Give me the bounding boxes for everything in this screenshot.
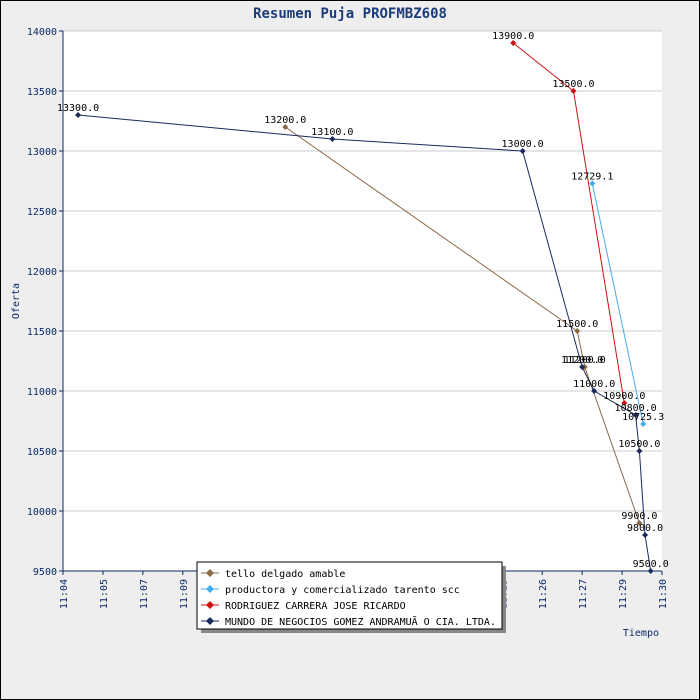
y-tick-label: 13500 <box>27 87 57 98</box>
data-label: 9500.0 <box>633 559 669 570</box>
legend-box <box>196 561 503 630</box>
y-tick-label: 14000 <box>27 27 57 38</box>
data-label: 13500.0 <box>552 79 594 90</box>
y-tick-label: 12000 <box>27 267 57 278</box>
series-line <box>285 126 640 524</box>
data-label: 11200.0 <box>564 355 606 366</box>
x-tick-label: 11:09 <box>179 579 190 609</box>
y-tick-label: 10000 <box>27 507 57 518</box>
data-label: 13900.0 <box>492 31 534 42</box>
data-label: 10900.0 <box>603 391 645 402</box>
x-tick-label: 11:29 <box>618 579 629 609</box>
legend-label: RODRIGUEZ CARRERA JOSE RICARDO <box>225 601 406 612</box>
y-tick-label: 12500 <box>27 207 57 218</box>
series-point <box>574 328 581 334</box>
data-label: 10725.3 <box>622 412 664 423</box>
x-tick-label: 11:27 <box>578 579 589 609</box>
series-point <box>75 112 82 118</box>
legend-swatch-marker <box>206 601 214 609</box>
data-label: 9800.0 <box>627 523 663 534</box>
legend-items: tello delgado amable productora y comerci… <box>201 569 496 628</box>
series-layer <box>75 40 654 574</box>
x-tick-label: 11:26 <box>538 579 549 609</box>
series-point <box>519 148 526 154</box>
series-point <box>636 520 643 526</box>
data-label: 13200.0 <box>264 115 306 126</box>
series-point <box>510 40 517 46</box>
legend-swatch-marker <box>206 569 214 577</box>
data-label-layer: 13200.0 11500.0 11200.0 9900.0 12729.1 10725.… <box>57 31 669 570</box>
data-label: 13100.0 <box>311 127 353 138</box>
y-tick-label: 13000 <box>27 147 57 158</box>
series-point <box>579 364 586 370</box>
data-label: 11500.0 <box>556 319 598 330</box>
series-line <box>591 183 644 425</box>
series-point <box>329 136 336 142</box>
data-label: 12729.1 <box>571 172 613 183</box>
legend-label: tello delgado amable <box>225 569 345 580</box>
plot-background <box>63 31 662 571</box>
legend-label: productora y comercializado tarento scc <box>225 585 460 596</box>
x-axis-label: Tiempo <box>623 628 659 639</box>
data-label: 13300.0 <box>57 103 99 114</box>
y-tick-label: 11500 <box>27 327 57 338</box>
series-point <box>621 400 628 406</box>
gridlines <box>63 30 662 512</box>
x-tick-label: 11:07 <box>139 579 150 609</box>
series-point <box>591 388 598 394</box>
y-tick-label: 10500 <box>27 447 57 458</box>
data-label: 10500.0 <box>618 439 660 450</box>
legend: tello delgado amable productora y comerci… <box>196 561 506 633</box>
series-point <box>570 88 577 94</box>
series-point <box>647 568 654 574</box>
legend-swatch-marker <box>206 617 214 625</box>
data-label: 13000.0 <box>502 139 544 150</box>
series-point <box>589 180 596 187</box>
x-tick-label: 11:05 <box>99 579 110 609</box>
data-label: 10800.0 <box>615 403 657 414</box>
x-tick-label: 11:04 <box>59 579 70 609</box>
y-tick-label: 9500 <box>33 567 57 578</box>
data-label: 11200.0 <box>561 355 603 366</box>
y-axis-ticks: 9500 10000 10500 11000 11500 12000 12500 13000 1… <box>27 27 63 578</box>
series-point <box>642 532 649 538</box>
x-tick-label: 11:30 <box>658 579 669 609</box>
series-point <box>632 412 639 418</box>
series-point <box>282 124 289 130</box>
series-point <box>640 420 647 427</box>
y-axis-label: Oferta <box>11 283 22 319</box>
data-label: 9900.0 <box>621 511 657 522</box>
legend-label: MUNDO DE NEGOCIOS GOMEZ ANDRAMUÃ O CIA. … <box>225 615 496 628</box>
chart-title: Resumen Puja PROFMBZ608 <box>253 6 447 22</box>
legend-swatch-marker <box>206 585 214 593</box>
data-label: 11000.0 <box>573 379 615 390</box>
series-point <box>636 448 643 454</box>
y-tick-label: 11000 <box>27 387 57 398</box>
